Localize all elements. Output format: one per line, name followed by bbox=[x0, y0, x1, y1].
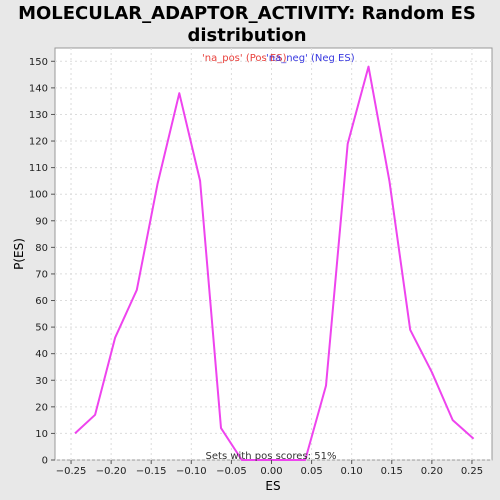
x-tick-label: 0.00 bbox=[260, 466, 282, 477]
y-axis-label: P(ES) bbox=[12, 238, 26, 270]
y-tick-label: 150 bbox=[29, 57, 48, 68]
series-line bbox=[74, 65, 475, 461]
x-tick-label: 0.15 bbox=[381, 466, 403, 477]
legend: 'na_pos' (Pos ES) 'na_neg' (Neg ES) bbox=[202, 53, 355, 64]
y-tick-label: 20 bbox=[35, 402, 48, 413]
y-tick-label: 130 bbox=[29, 110, 48, 121]
x-tick-label: 0.10 bbox=[341, 466, 363, 477]
chart-title-line-2: distribution bbox=[187, 25, 306, 46]
y-tick-label: 120 bbox=[29, 137, 48, 148]
x-tick-label: 0.20 bbox=[421, 466, 443, 477]
x-tick-label: 0.25 bbox=[461, 466, 483, 477]
y-tick-label: 50 bbox=[35, 323, 48, 334]
pos-scores-annotation: Sets with pos scores: 51% bbox=[206, 451, 337, 462]
chart-title: MOLECULAR_ADAPTOR_ACTIVITY: Random ES di… bbox=[18, 3, 476, 46]
y-tick-label: 100 bbox=[29, 190, 48, 201]
x-tick-label: −0.05 bbox=[216, 466, 247, 477]
x-tick-label: −0.20 bbox=[96, 466, 127, 477]
legend-entry-neg: 'na_neg' (Neg ES) bbox=[266, 53, 355, 64]
y-tick-label: 10 bbox=[35, 429, 48, 440]
x-axis-label: ES bbox=[265, 479, 280, 493]
y-tick-label: 80 bbox=[35, 243, 48, 254]
plot-area bbox=[54, 47, 493, 461]
x-axis: −0.25 −0.20 −0.15 −0.10 −0.05 0.00 0.05 0.10 0.1… bbox=[56, 460, 483, 477]
y-tick-label: 30 bbox=[35, 376, 48, 387]
legend-entry-pos: 'na_pos' (Pos ES) bbox=[202, 53, 287, 64]
y-tick-label: 0 bbox=[42, 456, 48, 467]
y-tick-label: 70 bbox=[35, 269, 48, 280]
grid bbox=[55, 48, 492, 461]
x-tick-label: −0.10 bbox=[176, 466, 207, 477]
y-tick-label: 110 bbox=[29, 163, 48, 174]
x-tick-label: −0.15 bbox=[136, 466, 167, 477]
chart-title-line-1: MOLECULAR_ADAPTOR_ACTIVITY: Random ES bbox=[18, 3, 476, 24]
series-layer bbox=[74, 65, 475, 461]
x-tick-label: −0.25 bbox=[56, 466, 87, 477]
x-tick-label: 0.05 bbox=[300, 466, 322, 477]
y-axis: 0 10 20 30 40 50 60 70 80 90 100 110 120 130 140 150 bbox=[29, 57, 55, 467]
y-tick-label: 40 bbox=[35, 349, 48, 360]
y-tick-label: 60 bbox=[35, 296, 48, 307]
y-tick-label: 140 bbox=[29, 83, 48, 94]
y-tick-label: 90 bbox=[35, 216, 48, 227]
